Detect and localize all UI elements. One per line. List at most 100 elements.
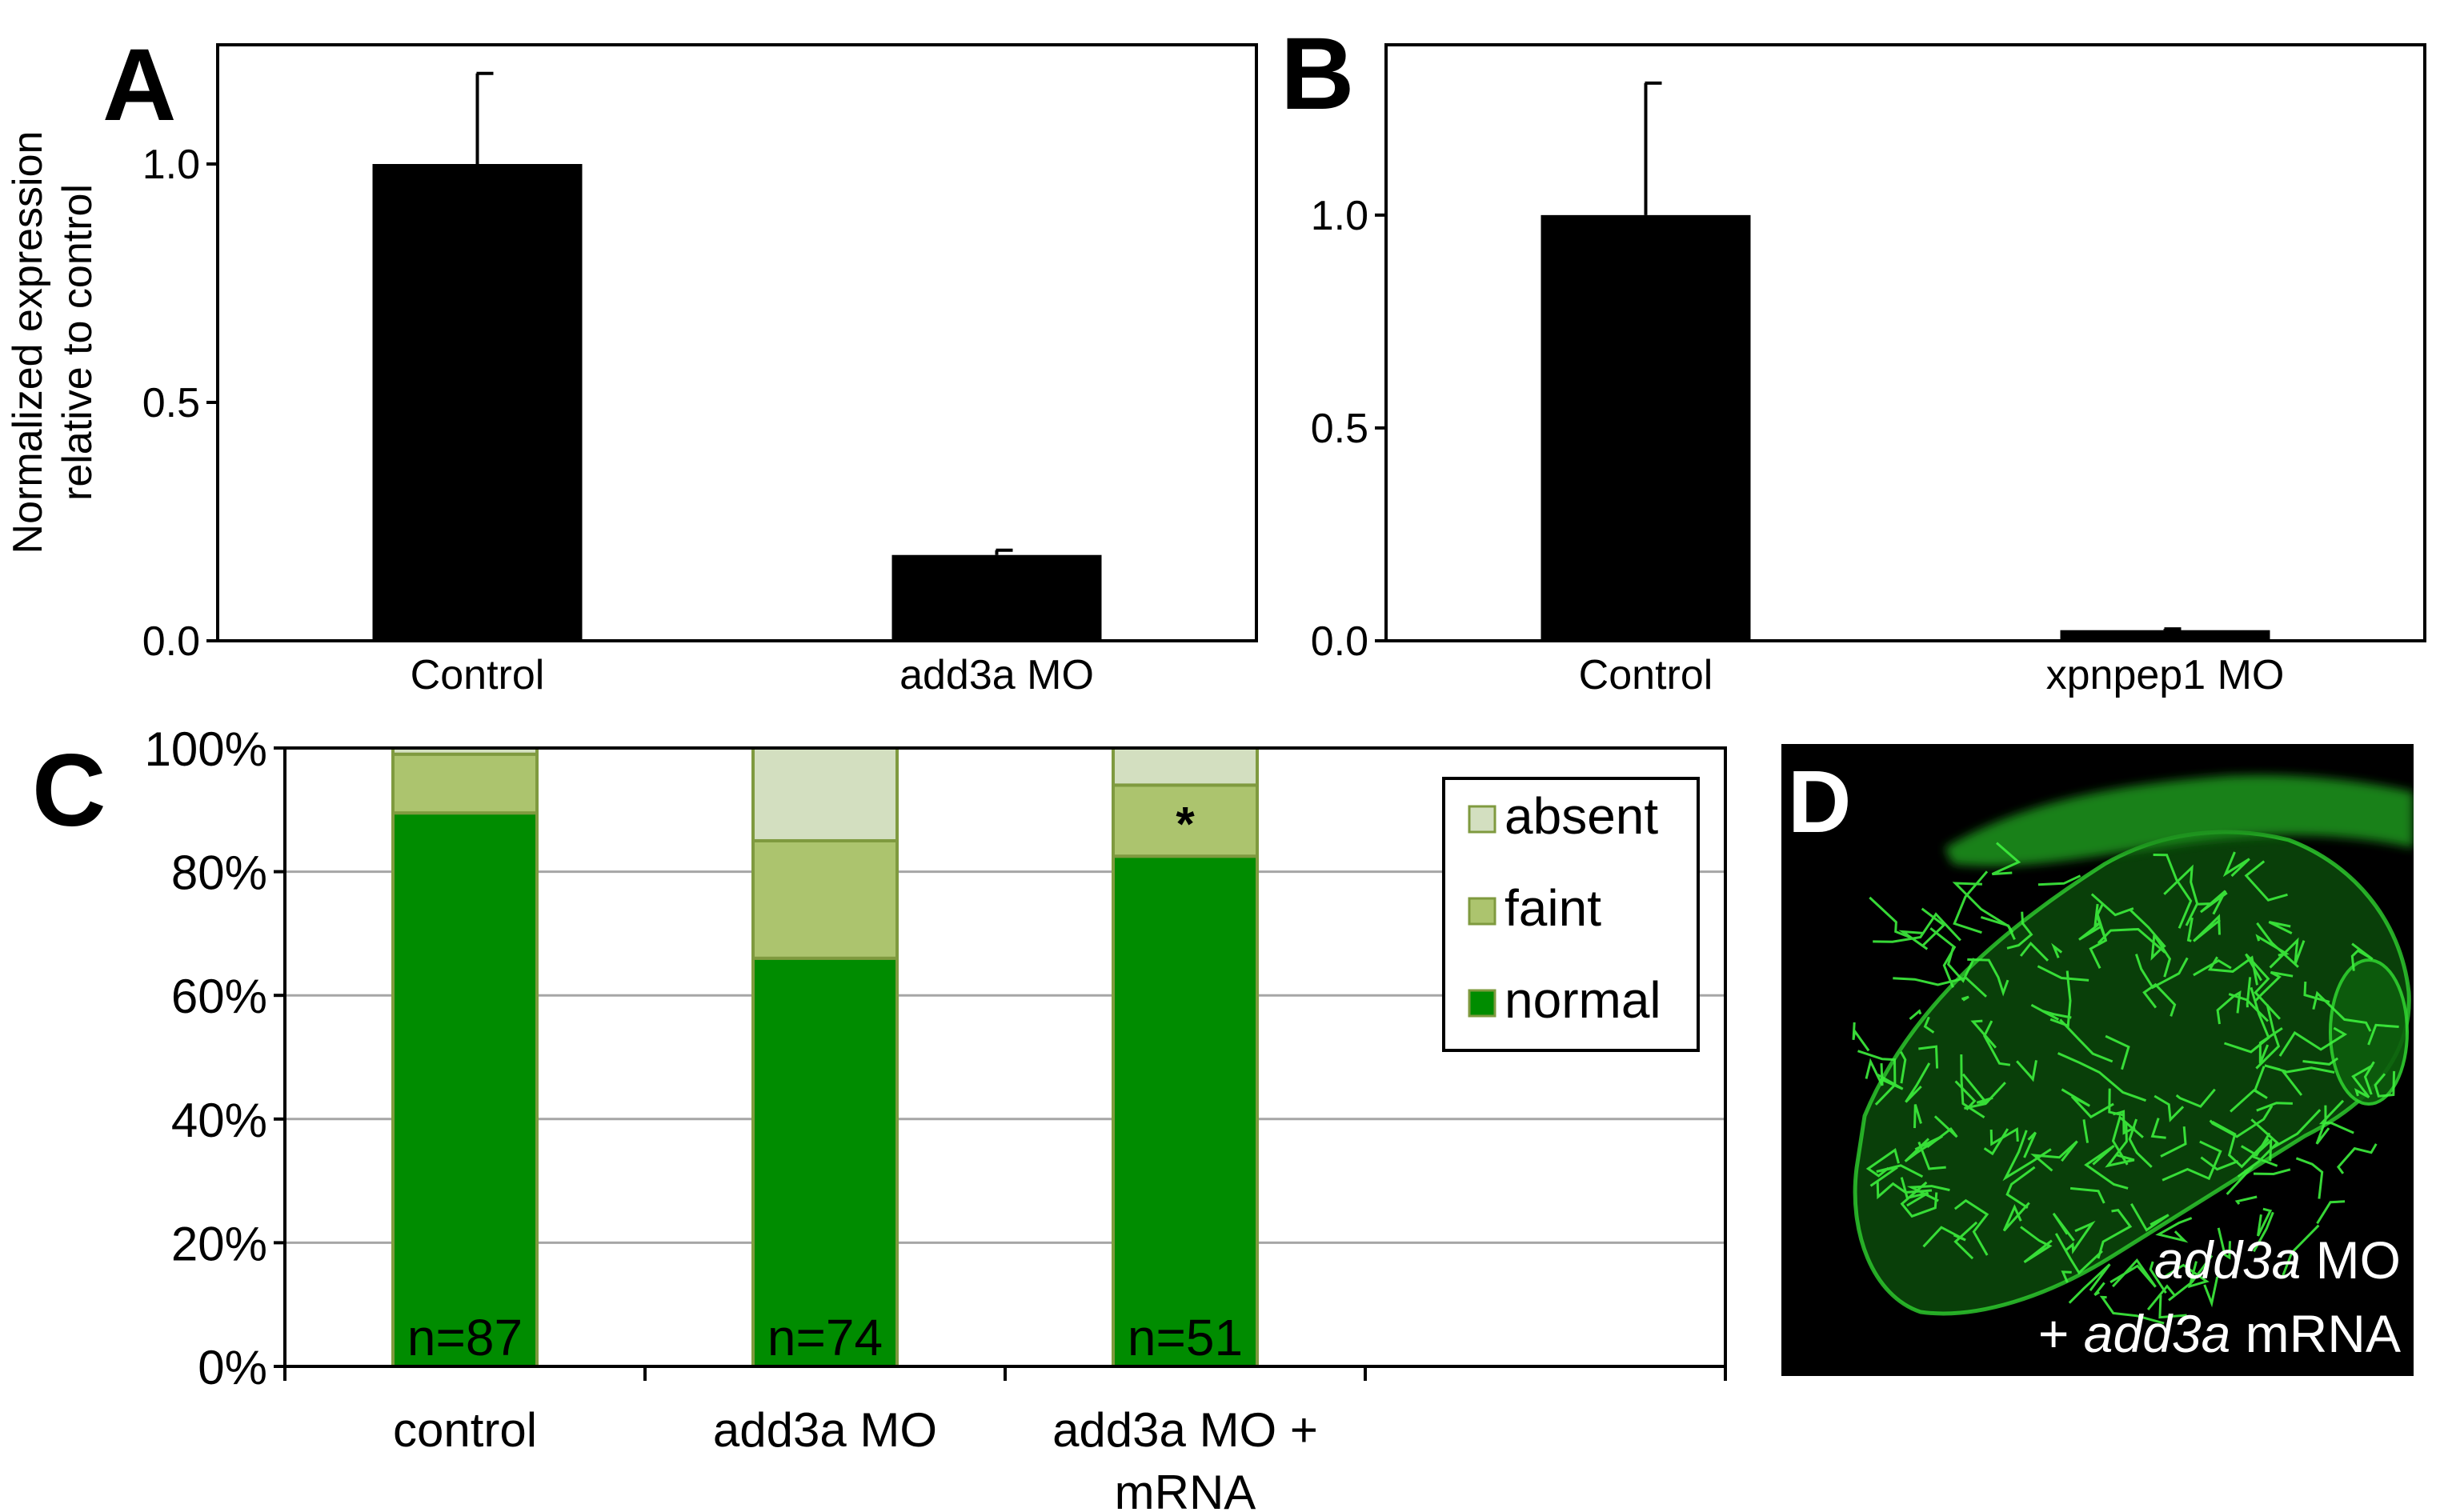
vessel-segment (2113, 1110, 2136, 1135)
vessel-segment (2097, 927, 2166, 954)
chart-a-ylabel-line1: Normalized expression (5, 131, 51, 554)
vessel-segment (2246, 977, 2252, 1008)
chart-c-ytick-label: 100% (145, 722, 267, 776)
panel-letter-a: A (102, 28, 176, 142)
chart-b-ytick-label: 0.5 (1311, 406, 1368, 452)
chart-c-count-label: n=74 (767, 1309, 883, 1366)
vessel-segment (2228, 993, 2270, 1022)
vessel-segment (2281, 1224, 2320, 1278)
vessel-segment (2185, 902, 2210, 926)
vessel-segment (1991, 842, 2021, 876)
vessel-segment (2111, 1114, 2144, 1166)
vessel-segment (1900, 1177, 1929, 1207)
vessel-segment (2282, 1066, 2335, 1096)
vessel-segment (2158, 1294, 2187, 1319)
vessel-segment (2367, 1023, 2399, 1046)
vessel-segment (1922, 1226, 1966, 1248)
chart-a-ytick-label: 0.5 (142, 380, 200, 426)
vessel-segment (2253, 1168, 2291, 1176)
vessel-segment (2257, 1207, 2273, 1237)
chart-b-ytick-label: 1.0 (1311, 193, 1368, 239)
vessel-segment (2303, 982, 2330, 1003)
chart-a-ylabel-line2: relative to control (54, 184, 101, 501)
chart-b-frame (1384, 43, 2426, 642)
vessel-segment (2222, 851, 2250, 878)
upper-tissue-band (1945, 774, 2414, 866)
vessel-segment (1865, 1058, 1884, 1086)
vessel-segment (2217, 1227, 2231, 1260)
vessel-segment (2084, 1144, 2129, 1190)
legend-label-absent: absent (1504, 787, 1658, 845)
chart-b-bar (1541, 214, 1751, 641)
vessel-segment (2316, 1200, 2346, 1225)
vessel-segment (2155, 1217, 2193, 1243)
legend-swatch-normal (1468, 989, 1496, 1018)
vessel-segment (1929, 927, 1957, 988)
chart-c-category-label: control (393, 1403, 537, 1457)
vessel-segment (1923, 1016, 1935, 1034)
chart-c-ytick-label: 0% (198, 1341, 267, 1394)
vessel-segment (2129, 909, 2166, 948)
vessel-segment (1904, 1134, 1943, 1162)
chart-c-ytick-label: 80% (171, 846, 267, 900)
vessel-segment (1946, 946, 1975, 983)
vessel-segment (1954, 1080, 1977, 1111)
vessel-segment (2023, 1131, 2037, 1158)
panel-letter-b: B (1280, 17, 1354, 131)
vessel-segment (2134, 954, 2189, 990)
small-structure (2329, 958, 2409, 1106)
micrograph-caption-line1: add3a MO (2154, 1230, 2401, 1290)
chart-a-frame (216, 43, 1258, 642)
vessel-segment (2002, 1202, 2030, 1232)
vessel-segment (2244, 860, 2288, 902)
vessel-segment (1970, 1019, 1997, 1049)
chart-c-ytick-label: 60% (171, 970, 267, 1023)
chart-c-category-label: mRNA (1115, 1466, 1256, 1512)
chart-c-segment-normal (751, 956, 899, 1368)
vessel-segment (2203, 1276, 2219, 1308)
vessel-segment (2030, 1140, 2078, 1172)
legend-label-faint: faint (1504, 879, 1601, 937)
chart-a-bar (372, 164, 583, 641)
vessel-segment (1877, 1073, 1904, 1090)
vessel-segment (2318, 1099, 2354, 1134)
vessel-segment (2278, 1026, 2348, 1057)
vessel-segment (1983, 1020, 2011, 1066)
chart-c-legend: absent faint normal (1442, 777, 1700, 1052)
chart-a-bar (891, 554, 1102, 641)
vessel-segment (2037, 874, 2081, 886)
chart-c-segment-normal (391, 811, 539, 1368)
vessel-segment (2350, 942, 2374, 971)
chart-c-category-label: add3a MO (713, 1403, 937, 1457)
chart-c-segment-normal (1112, 854, 1259, 1368)
vessel-segment (2090, 893, 2134, 917)
vessel-segment (2258, 1027, 2283, 1064)
chart-b-category-label: xpnpep1 MO (2046, 652, 2285, 698)
vessel-segment (2256, 922, 2299, 968)
chart-b: 0.0 0.5 1.0 Control xpnpep1 MO (1311, 43, 2426, 698)
chart-c-count-label: n=51 (1128, 1309, 1243, 1366)
chart-a-ytick-label: 0.0 (142, 618, 200, 665)
vessel-segment (2211, 1120, 2270, 1169)
vessel-segment (1865, 1148, 1900, 1178)
vessel-segment (2250, 1138, 2278, 1167)
vessel-segment (2069, 1186, 2105, 1204)
vessel-segment (2302, 1057, 2339, 1066)
vessel-network (1852, 842, 2399, 1325)
vessel-segment (1967, 958, 2009, 997)
vessel-segment (1898, 930, 1929, 950)
vessel-segment (2163, 864, 2199, 906)
vessel-segment (1917, 1141, 1946, 1170)
vessel-segment (2006, 911, 2033, 950)
vessel-segment (2256, 1102, 2293, 1112)
vessel-segment (1953, 1198, 1989, 1256)
vessel-segment (2064, 1220, 2096, 1254)
vessel-segment (2162, 1261, 2210, 1289)
vessel-segment (2295, 1157, 2324, 1199)
vessel-segment (2054, 1233, 2103, 1275)
vessel-segment (2315, 1105, 2330, 1145)
legend-swatch-absent (1468, 805, 1496, 834)
vessel-segment (2068, 1263, 2111, 1304)
chart-a-category-label: add3a MO (899, 652, 1094, 698)
